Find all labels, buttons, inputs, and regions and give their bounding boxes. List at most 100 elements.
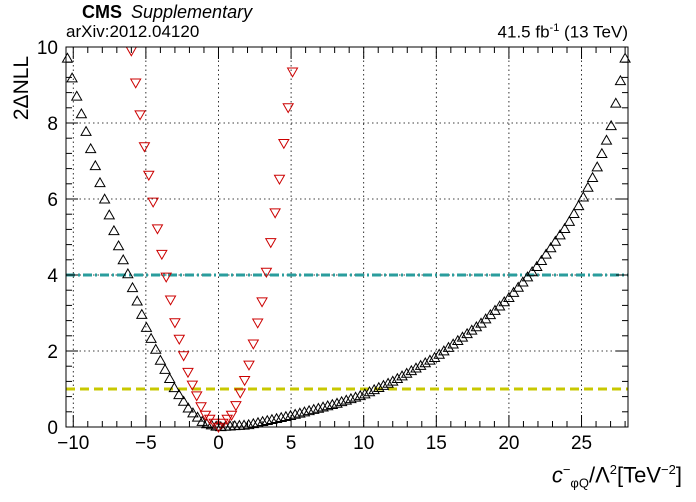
x-tick-label: 5 (286, 433, 297, 454)
data-point-black (159, 363, 171, 374)
data-point-red (147, 197, 159, 208)
data-point-black (470, 320, 483, 332)
data-point-red (216, 418, 229, 430)
reference-label: arXiv:2012.04120 (66, 22, 200, 41)
data-point-black (516, 276, 529, 287)
data-point-red (182, 367, 194, 379)
energy-label: (13 TeV) (564, 22, 628, 42)
data-point-red (186, 380, 199, 391)
data-point-red (273, 174, 286, 185)
data-point-black (126, 281, 139, 293)
data-point-black (368, 383, 381, 395)
experiment-label: CMS (82, 2, 122, 22)
data-point-red (251, 318, 264, 329)
data-point-black (359, 388, 371, 399)
data-point-black (191, 411, 204, 422)
data-point-black (433, 348, 446, 359)
data-point-red (169, 318, 181, 329)
y-tick-label: 4 (47, 266, 58, 287)
data-point-red (260, 267, 273, 278)
data-point-black (544, 241, 557, 253)
data-point-red (269, 208, 281, 219)
data-point-red (155, 249, 168, 261)
x-axis-unit-close: ] (675, 462, 682, 488)
data-point-black (530, 260, 543, 272)
data-point-red (277, 138, 290, 150)
data-point-black (182, 402, 195, 413)
x-tick-label: 0 (213, 433, 224, 454)
data-point-black (609, 97, 622, 108)
data-point-black (61, 52, 74, 63)
data-point-black (586, 171, 599, 183)
data-point-red (256, 297, 268, 308)
data-point-black (414, 359, 427, 370)
data-point-black (293, 407, 306, 418)
data-point-red (264, 238, 277, 249)
data-point-black (582, 181, 594, 192)
data-point-black (503, 291, 515, 303)
data-point-black (619, 52, 631, 63)
data-point-black (280, 410, 292, 421)
axes-frame (65, 46, 629, 428)
data-point-black (507, 286, 520, 297)
data-point-red (238, 376, 251, 387)
data-point-black (289, 408, 302, 419)
x-tick-label: −5 (135, 433, 157, 454)
data-point-red (142, 170, 155, 182)
data-point-black (465, 324, 478, 335)
data-point-black (614, 74, 627, 86)
data-point-red (247, 339, 260, 350)
x-tick-label: 25 (571, 433, 592, 454)
data-point-black (451, 334, 464, 346)
data-point-black (591, 161, 604, 172)
x-axis-subscript: φQ (570, 475, 589, 491)
data-point-black (326, 398, 339, 410)
data-point-black (173, 388, 185, 400)
data-point-red (221, 414, 234, 426)
data-point-black (84, 142, 97, 154)
data-point-black (117, 254, 130, 265)
x-tick-label: 20 (498, 433, 519, 454)
data-point-black (70, 90, 83, 101)
data-point-black (345, 392, 357, 404)
data-point-black (400, 367, 413, 378)
x-axis-symbol: c (551, 462, 563, 488)
tick-labels: −10 −5 0 5 10 15 20 25 0 2 4 6 8 10 (37, 38, 592, 454)
data-point-black (284, 409, 297, 420)
data-point-black (456, 331, 469, 342)
data-point-black (419, 356, 432, 368)
data-point-black (149, 343, 162, 354)
data-point-red (225, 410, 238, 422)
data-point-red (243, 360, 255, 371)
data-point-black (605, 119, 618, 131)
grid (66, 46, 628, 428)
data-point-black (340, 394, 353, 405)
data-point-black (98, 193, 111, 204)
x-tick-label: 10 (353, 433, 374, 454)
data-point-black (540, 248, 552, 259)
data-point-black (437, 345, 450, 356)
data-point-black (396, 370, 408, 381)
data-point-black (535, 254, 548, 265)
data-point-black (568, 207, 580, 218)
data-point-black (103, 209, 116, 220)
y-tick-label: 8 (47, 114, 58, 135)
data-point-black (563, 215, 576, 226)
data-point-black (108, 224, 120, 236)
plot-frame (65, 46, 629, 428)
x-axis-label: c−φQ/Λ2[TeV−2] (552, 462, 682, 491)
data-point-black (256, 415, 269, 427)
data-point-red (164, 295, 177, 306)
status-label: Supplementary (131, 2, 253, 22)
data-point-black (410, 362, 422, 373)
data-point-black (386, 375, 399, 386)
data-point-black (112, 240, 125, 251)
data-point-black (177, 395, 190, 406)
data-point-black (145, 332, 157, 343)
y-tick-label: 2 (47, 342, 58, 363)
data-point-black (122, 268, 134, 279)
data-point-black (558, 222, 571, 234)
y-axis-label: 2ΔNLL (10, 55, 33, 121)
x-tick-label: −10 (57, 433, 89, 454)
x-axis-unit-open: [TeV (617, 462, 662, 488)
